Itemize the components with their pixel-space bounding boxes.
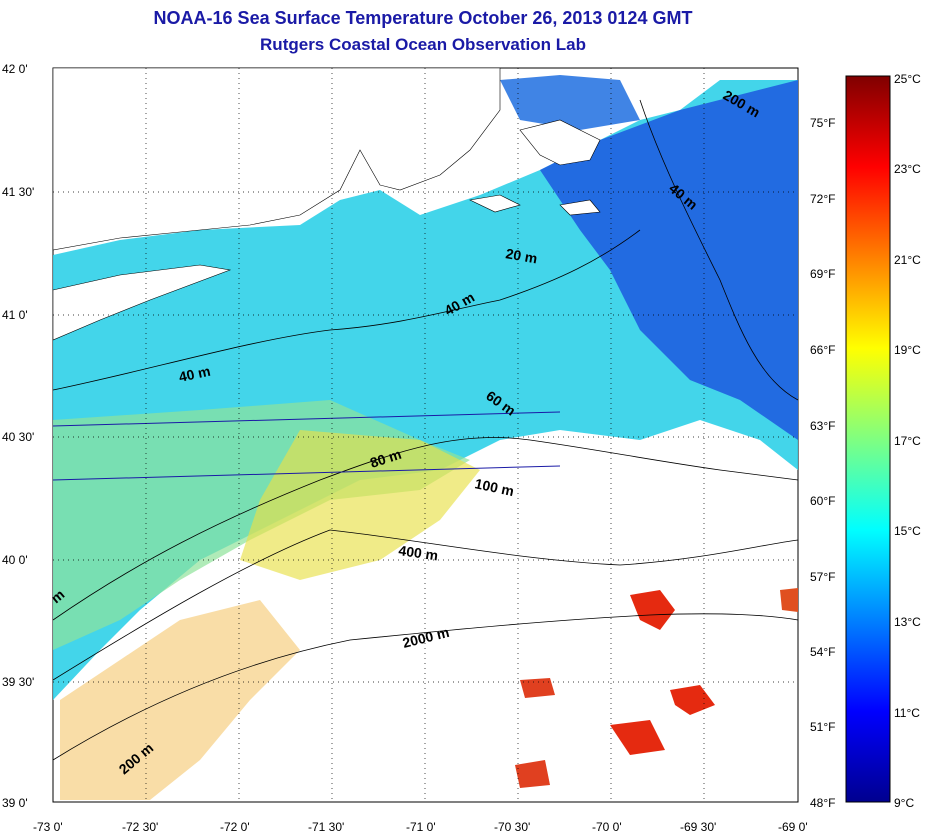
colorbar-ramp <box>845 75 891 803</box>
contour-2000m <box>52 613 799 761</box>
colorbar-f-60: 60°F <box>810 494 836 508</box>
warm-eddy-3 <box>610 720 665 755</box>
gulf-of-maine-cool-water <box>540 80 798 440</box>
warm-eddy-4 <box>515 760 550 788</box>
lon-tick-72-0: -72 0' <box>220 820 250 834</box>
depth-label-400m: 400 m <box>398 542 440 563</box>
lat-tick-42-0: 42 0' <box>2 62 28 76</box>
colorbar-c-11: 11°C <box>894 706 920 720</box>
contour-400m <box>52 529 799 681</box>
lon-tick-72-30: -72 30' <box>122 820 159 834</box>
lat-tick-40-30: 40 30' <box>2 430 35 444</box>
lat-tick-41-0: 41 0' <box>2 308 28 322</box>
lat-tick-39-30: 39 30' <box>2 675 35 689</box>
orbit-lines <box>52 411 561 481</box>
orbit-line-2 <box>52 465 561 481</box>
colorbar-f-54: 54°F <box>810 645 836 659</box>
colorbar <box>845 75 891 803</box>
cape-cod-bay-water <box>500 75 640 130</box>
depth-label-40m-west: 40 m <box>177 363 212 385</box>
warm-eddy-6 <box>780 588 798 612</box>
contour-100m <box>52 437 799 621</box>
cape-cod <box>519 119 601 166</box>
colorbar-f-69: 69°F <box>810 267 836 281</box>
lon-tick-70-0: -70 0' <box>592 820 622 834</box>
warm-eddy-5 <box>520 678 555 698</box>
graticule <box>53 68 798 802</box>
colorbar-c-9: 9°C <box>894 796 915 810</box>
colorbar-f-51: 51°F <box>810 720 836 734</box>
depth-label-20m: 20 m <box>504 245 538 266</box>
colorbar-c-21: 21°C <box>894 253 921 267</box>
slope-warm-patches <box>60 600 300 800</box>
orbit-line-1 <box>52 411 561 427</box>
lon-tick-70-30: -70 30' <box>494 820 531 834</box>
colorbar-f-75: 75°F <box>810 116 836 130</box>
sea-temperature-field <box>53 75 798 800</box>
lon-tick-71-0: -71 0' <box>406 820 436 834</box>
map-title: NOAA-16 Sea Surface Temperature October … <box>153 8 693 28</box>
contour-40m <box>52 229 641 391</box>
lon-tick-69-0: -69 0' <box>778 820 808 834</box>
colorbar-f-48: 48°F <box>810 796 836 810</box>
colorbar-c-25: 25°C <box>894 72 921 86</box>
land <box>52 67 601 341</box>
lat-tick-41-30: 41 30' <box>2 185 35 199</box>
colorbar-f-66: 66°F <box>810 343 836 357</box>
lat-tick-40-0: 40 0' <box>2 553 28 567</box>
mainland-new-england <box>52 67 501 251</box>
depth-contours <box>52 99 799 761</box>
lon-tick-71-30: -71 30' <box>308 820 345 834</box>
colorbar-f-72: 72°F <box>810 192 836 206</box>
colorbar-c-23: 23°C <box>894 162 921 176</box>
warm-eddy-2 <box>670 685 715 715</box>
long-island <box>52 264 232 341</box>
colorbar-c-19: 19°C <box>894 343 921 357</box>
colorbar-f-57: 57°F <box>810 570 836 584</box>
lon-tick-69-30: -69 30' <box>680 820 717 834</box>
colorbar-f-63: 63°F <box>810 419 836 433</box>
warm-eddy-1 <box>630 590 675 630</box>
nantucket <box>559 199 601 216</box>
lat-tick-39-0: 39 0' <box>2 796 28 810</box>
colorbar-c-13: 13°C <box>894 615 921 629</box>
marthas-vineyard <box>469 194 521 213</box>
colorbar-c-17: 17°C <box>894 434 921 448</box>
map-subtitle: Rutgers Coastal Ocean Observation Lab <box>260 35 586 54</box>
lon-tick-73-0: -73 0' <box>33 820 63 834</box>
contour-gulf <box>639 99 799 401</box>
colorbar-c-15: 15°C <box>894 524 921 538</box>
